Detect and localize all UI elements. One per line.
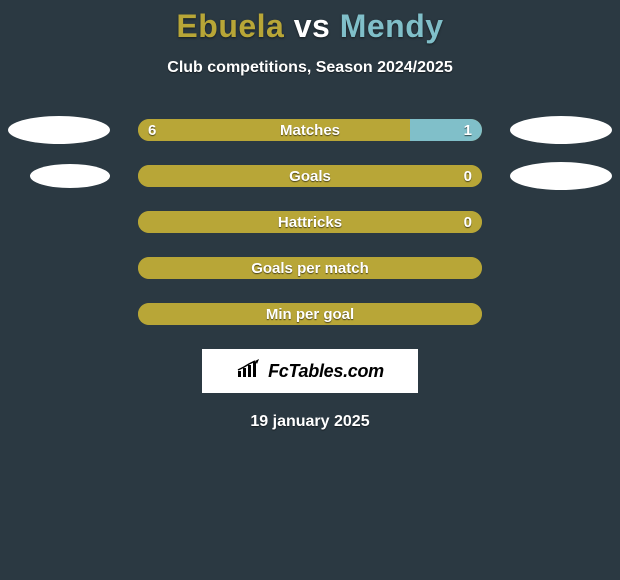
bar-left (138, 303, 482, 325)
player-shape-right (510, 162, 612, 190)
title-player1: Ebuela (176, 8, 284, 44)
logo-box[interactable]: FcTables.com (202, 349, 418, 393)
stat-row: Min per goal (8, 303, 612, 325)
bar-left (138, 211, 482, 233)
stat-row: 6 Matches 1 (8, 119, 612, 141)
stat-row: Hattricks 0 (8, 211, 612, 233)
page-title: Ebuela vs Mendy (0, 8, 620, 45)
bar-track: Goals 0 (138, 165, 482, 187)
player-shape-left (8, 116, 110, 144)
title-vs: vs (294, 8, 331, 44)
bar-chart-icon (236, 359, 262, 384)
bar-right (410, 119, 482, 141)
bar-track: Min per goal (138, 303, 482, 325)
player-shape-right (510, 116, 612, 144)
bar-left (138, 257, 482, 279)
bar-track: Goals per match (138, 257, 482, 279)
stats-list: 6 Matches 1 Goals 0 Hattrick (0, 119, 620, 325)
bar-left (138, 119, 410, 141)
title-player2: Mendy (340, 8, 444, 44)
bar-left (138, 165, 482, 187)
stat-row: Goals per match (8, 257, 612, 279)
player-shape-left (30, 164, 110, 188)
bar-track: 6 Matches 1 (138, 119, 482, 141)
stat-row: Goals 0 (8, 165, 612, 187)
logo-text: FcTables.com (268, 361, 384, 382)
bar-track: Hattricks 0 (138, 211, 482, 233)
subtitle: Club competitions, Season 2024/2025 (0, 59, 620, 77)
comparison-container: Ebuela vs Mendy Club competitions, Seaso… (0, 0, 620, 431)
date-label: 19 january 2025 (0, 413, 620, 431)
